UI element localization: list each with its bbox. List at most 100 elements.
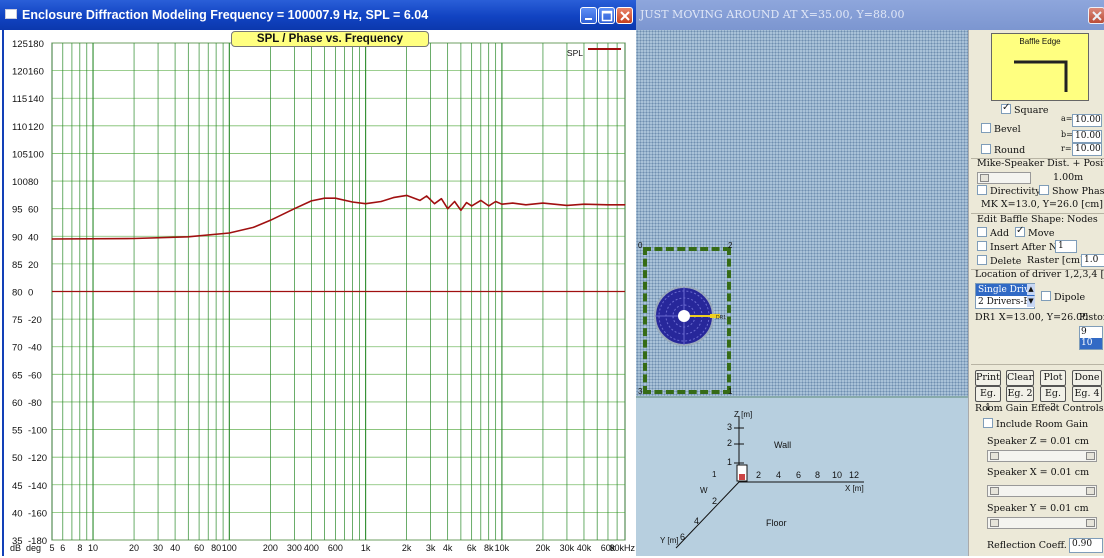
x-tick-6: 6 [796, 470, 802, 480]
y-tick-4: 4 [694, 516, 700, 526]
data-point-spl [293, 208, 295, 210]
plot-window-title: Enclosure Diffraction Modeling Frequency… [22, 8, 429, 22]
w-tick-1: 1 [712, 470, 717, 479]
corner-label-3: 3 [638, 387, 643, 396]
square-option[interactable]: Square [1001, 102, 1049, 116]
insert-option[interactable]: Insert After N [977, 241, 1057, 253]
slider-thumb[interactable] [980, 174, 989, 182]
y-tick-label-db: 95 [12, 205, 23, 216]
baffle-close-button[interactable] [1088, 7, 1104, 24]
show-phase-checkbox[interactable] [1039, 185, 1049, 195]
example-3-button[interactable]: Eg. 3 [1040, 386, 1066, 413]
y-tick-label-db: 125 [12, 39, 28, 50]
directivity-option[interactable]: Directivity [977, 185, 1041, 197]
controls-panel: Baffle Edge Square a= 10.00 Bevel b= 10.… [968, 30, 1104, 556]
a-input[interactable]: 10.00 [1072, 114, 1102, 127]
done-button[interactable]: Done [1072, 370, 1102, 386]
delete-checkbox[interactable] [977, 255, 987, 265]
directivity-checkbox[interactable] [977, 185, 987, 195]
x-tick-label: 60k [601, 543, 616, 553]
insert-input[interactable]: 1 [1055, 240, 1077, 253]
y-tick-label-deg: -80 [28, 398, 42, 409]
x-tick-2: 2 [756, 470, 762, 480]
y-tick-label-db: 60 [12, 398, 23, 409]
print-button[interactable]: Print [975, 370, 1001, 386]
b-input[interactable]: 10.00 [1072, 130, 1102, 143]
show-phase-option[interactable]: Show Phase [1039, 185, 1104, 197]
x-tick-label: 40 [170, 543, 180, 553]
x-tick-label: 200 [263, 543, 278, 553]
slider-arrow[interactable] [1086, 487, 1095, 495]
edit-label: Edit Baffle Shape: Nodes [977, 214, 1098, 225]
move-option[interactable]: Move [1015, 225, 1055, 239]
data-point-spl [433, 203, 436, 205]
mike-distance-slider[interactable] [977, 172, 1031, 184]
add-option[interactable]: Add [977, 227, 1009, 239]
clear-button[interactable]: Clear [1006, 370, 1034, 386]
piston-list[interactable]: 9 10 [1079, 326, 1103, 350]
y-tick-label-deg: -160 [28, 508, 47, 519]
slider-arrow[interactable] [1086, 519, 1095, 527]
baffle-outline[interactable] [643, 247, 731, 394]
y-tick-label-db: 70 [12, 343, 23, 354]
data-point-spl [460, 209, 462, 211]
data-point-spl [495, 200, 497, 203]
example-4-button[interactable]: Eg. 4 [1072, 386, 1102, 402]
include-room-gain-option[interactable]: Include Room Gain [983, 418, 1088, 430]
piston-option-10[interactable]: 10 [1080, 338, 1102, 349]
divider [971, 213, 1104, 214]
driver-option-parallel[interactable]: 2 Drivers-Paralle [978, 297, 1034, 307]
data-point-spl [465, 201, 468, 204]
spl-phase-plot: 125 180 120 160 115 140 110 120 105 100 100 80 95 60 9… [2, 30, 635, 556]
slider-thumb[interactable] [990, 452, 999, 460]
speaker-y-slider[interactable] [987, 517, 1097, 529]
close-button[interactable] [616, 7, 633, 24]
data-point-spl [480, 199, 482, 201]
y-tick-label-deg: 120 [28, 122, 44, 133]
insert-checkbox[interactable] [977, 241, 987, 251]
y-tick-label-deg: 160 [28, 67, 44, 78]
driver-icon[interactable] [652, 285, 722, 347]
example-1-button[interactable]: Eg. 1 [975, 386, 1001, 413]
maximize-button[interactable] [598, 7, 615, 24]
y-tick-label-deg: 80 [28, 177, 39, 188]
square-checkbox[interactable] [1001, 102, 1011, 114]
minimize-button[interactable] [580, 7, 597, 24]
dipole-checkbox[interactable] [1041, 291, 1051, 301]
slider-thumb[interactable] [990, 519, 999, 527]
round-checkbox[interactable] [981, 144, 991, 154]
x-tick-label: 8k [484, 543, 494, 553]
bevel-checkbox[interactable] [981, 123, 991, 133]
move-label: Move [1028, 228, 1055, 239]
list-scroll-up-icon[interactable]: ▲ [1027, 284, 1035, 295]
x-tick-label: 60 [194, 543, 204, 553]
y-tick-label-db: 85 [12, 260, 23, 271]
z-tick-2: 2 [727, 438, 733, 448]
show-phase-label: Show Phase [1052, 186, 1104, 197]
move-checkbox[interactable] [1015, 225, 1025, 237]
delete-label: Delete [990, 256, 1022, 267]
slider-arrow[interactable] [1086, 452, 1095, 460]
round-option[interactable]: Round [981, 144, 1025, 156]
slider-thumb[interactable] [990, 487, 999, 495]
baffle-view[interactable]: 0 1 2 3 DR1 [636, 30, 968, 396]
add-checkbox[interactable] [977, 227, 987, 237]
plot-button[interactable]: Plot [1040, 370, 1066, 386]
reflection-input[interactable]: 0.90 [1069, 538, 1103, 553]
delete-option[interactable]: Delete [977, 255, 1021, 267]
speaker-x-slider[interactable] [987, 485, 1097, 497]
raster-input[interactable]: 1.0 [1081, 254, 1104, 267]
plot-window-titlebar: Enclosure Diffraction Modeling Frequency… [0, 0, 636, 30]
list-scroll-down-icon[interactable]: ▼ [1027, 296, 1035, 307]
include-room-gain-checkbox[interactable] [983, 418, 993, 428]
piston-option-9[interactable]: 9 [1081, 327, 1087, 337]
dipole-option[interactable]: Dipole [1041, 291, 1085, 303]
data-point-spl [228, 232, 230, 234]
speaker-z-slider[interactable] [987, 450, 1097, 462]
r-input[interactable]: 10.00 [1072, 143, 1102, 156]
b-label: b= [1061, 130, 1073, 139]
driver-option-single[interactable]: Single Driver [976, 284, 1034, 296]
example-2-button[interactable]: Eg. 2 [1006, 386, 1034, 402]
bevel-option[interactable]: Bevel [981, 123, 1021, 135]
driver-list[interactable]: Single Driver 2 Drivers-Paralle [975, 283, 1035, 309]
